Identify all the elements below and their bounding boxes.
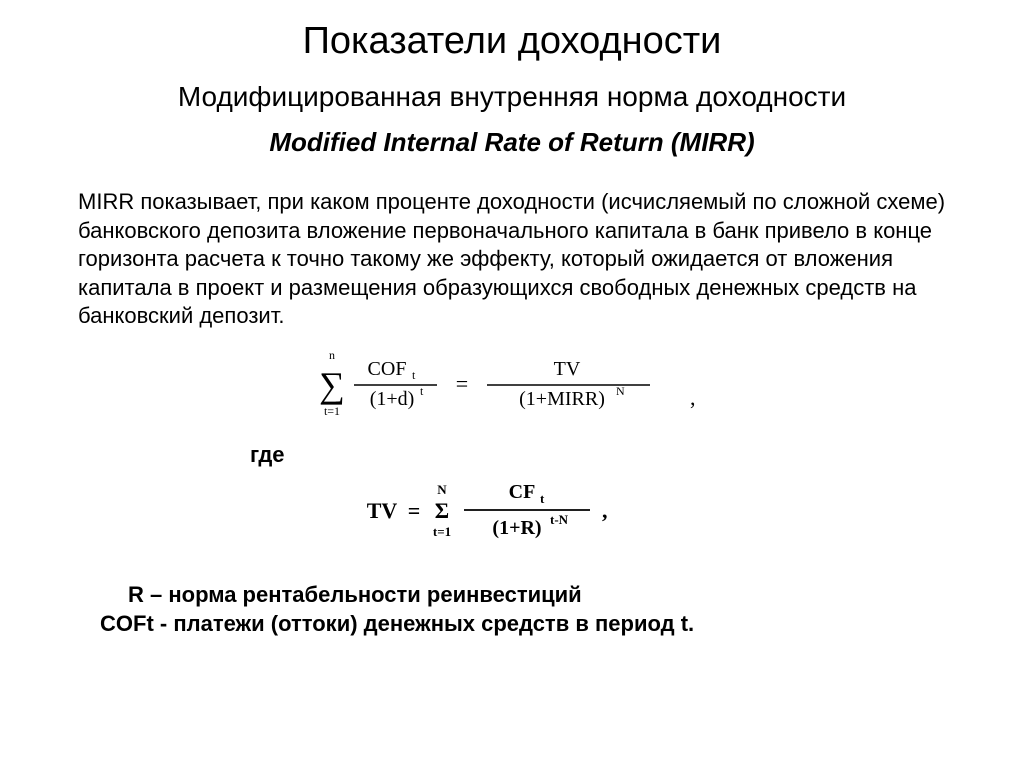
- equals-sign-2: =: [408, 498, 421, 523]
- f1-left-den-sup: t: [420, 384, 424, 398]
- f2-den-sup: t-N: [550, 512, 569, 527]
- subtitle-ru: Модифицированная внутренняя норма доходн…: [40, 81, 984, 113]
- f1-trailing: ,: [690, 385, 696, 410]
- f2-lhs: TV: [367, 498, 398, 523]
- f1-sum-upper: n: [329, 349, 335, 362]
- formula-tv: TV = N Σ t=1 CF t (1+R) t-N ,: [40, 476, 984, 551]
- slide-title: Показатели доходности: [40, 20, 984, 63]
- f1-right-num: TV: [554, 358, 581, 380]
- f2-sum-upper: N: [437, 482, 447, 497]
- subtitle-en: Modified Internal Rate of Return (MIRR): [40, 127, 984, 158]
- sigma-icon: ∑: [319, 365, 345, 405]
- body-paragraph: MIRR показывает, при каком проценте дохо…: [40, 188, 984, 331]
- formula-mirr-main: n ∑ t=1 COF t (1+d) t = TV (1+MIRR) N ,: [40, 349, 984, 428]
- definitions: R – норма рентабельности реинвестиций CO…: [40, 581, 984, 638]
- f1-left-num-sub: t: [412, 368, 416, 382]
- f1-right-den: (1+MIRR): [519, 388, 605, 410]
- equals-sign: =: [456, 371, 468, 396]
- f1-sum-lower: t=1: [324, 404, 340, 418]
- f2-num: CF: [509, 481, 536, 503]
- f1-left-den: (1+d): [370, 388, 415, 410]
- f2-trailing: ,: [602, 498, 608, 523]
- def-r: R – норма рентабельности реинвестиций: [100, 581, 984, 610]
- f2-num-sub: t: [540, 491, 545, 506]
- f2-den: (1+R): [492, 517, 541, 539]
- sigma-icon-2: Σ: [435, 498, 449, 523]
- f1-right-den-sup: N: [616, 384, 625, 398]
- f1-left-num: COF: [368, 358, 407, 380]
- f2-sum-lower: t=1: [433, 524, 451, 539]
- def-coft: COFt - платежи (оттоки) денежных средств…: [100, 610, 984, 639]
- where-label: где: [40, 442, 984, 468]
